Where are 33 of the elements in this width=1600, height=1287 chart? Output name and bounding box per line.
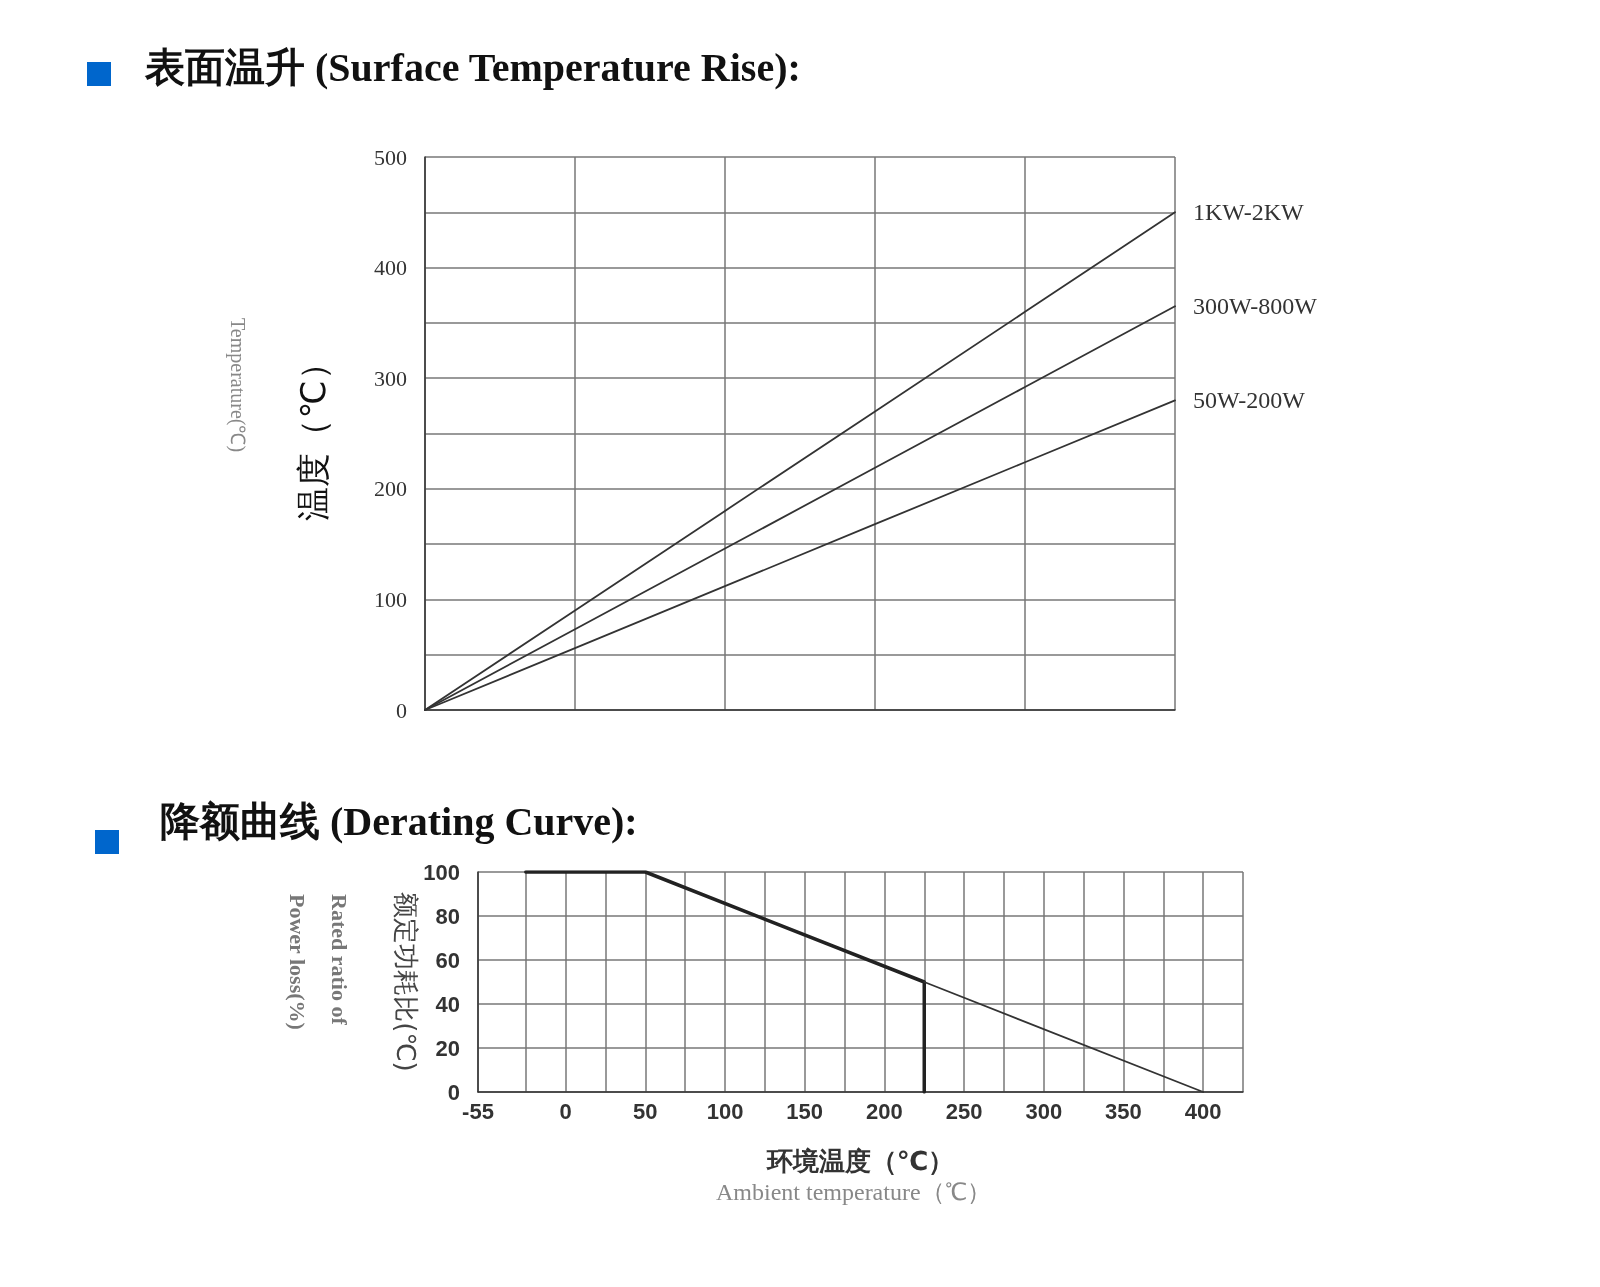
y-tick-label: 0 [396,697,407,723]
text: Ambient temperature（℃） [716,1179,991,1205]
text: Rated ratio of Power loss(%) [284,894,352,1031]
chart-title: 降额曲线 (Derating Curve): [160,798,638,844]
x-tick-label: 300 [1025,1098,1063,1124]
x-tick-label: 400 [1184,1098,1222,1124]
y-tick-label: 20 [435,1035,460,1061]
x-tick-label: 0 [559,1098,572,1124]
text: Temperature(℃) [226,318,249,453]
x-tick-label: 50 [633,1098,658,1124]
y-axis-title: 温度（℃） [293,346,333,521]
x-tick-label: 250 [945,1098,983,1124]
y-tick-label: 500 [374,144,407,170]
x-tick-label: 100 [706,1098,744,1124]
y-tick-label: 200 [374,476,407,502]
y-tick-label: 60 [435,947,460,973]
x-axis-title: 环境温度（℃） [765,1146,955,1176]
y-tick-label: 100 [374,586,407,612]
x-tick-label: 200 [866,1098,903,1124]
series-label: 300W-800W [1193,293,1318,320]
y-tick-label: 80 [435,903,460,929]
chart-title: 表面温升 (Surface Temperature Rise): [144,44,801,90]
y-tick-label: 40 [435,991,460,1017]
x-tick-label: -55 [462,1098,494,1124]
y-tick-label: 0 [447,1079,460,1105]
series-label: 50W-200W [1193,387,1306,414]
x-tick-label: 150 [786,1098,824,1124]
y-tick-label: 300 [374,365,407,391]
x-tick-label: 350 [1105,1098,1142,1124]
series-label: 1KW-2KW [1193,199,1304,226]
y-tick-label: 400 [374,255,407,281]
y-tick-label: 100 [423,859,460,885]
y-axis-title: 额定功耗比(℃) [391,892,422,1072]
